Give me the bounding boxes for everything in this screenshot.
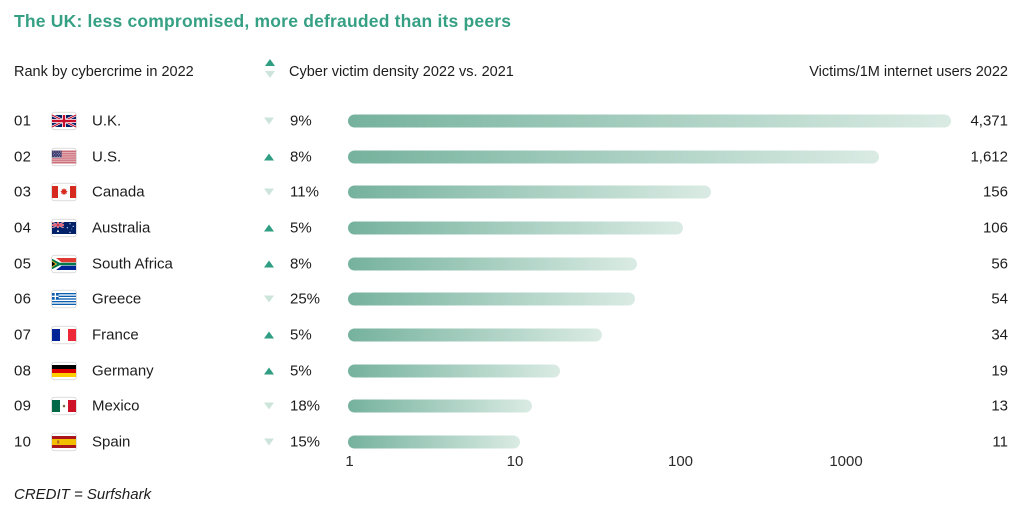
rank-label: 10 [14,433,32,451]
rank-label: 09 [14,397,32,415]
victims-value: 156 [982,183,1008,201]
victims-bar [348,292,635,306]
down-arrow-icon [264,438,274,446]
table-row: 01 U.K. 9% 4,371 [0,103,1024,139]
victims-bar [348,364,560,378]
victims-value: 13 [991,397,1008,415]
axis-tick-label: 100 [667,453,694,470]
country-name: Greece [92,290,142,308]
country-name: Mexico [92,397,140,415]
flag-uk-icon [52,112,76,129]
down-arrow-icon [264,188,274,196]
up-arrow-icon [264,153,274,161]
victims-bar [348,435,521,449]
axis-tick-label: 1 [345,453,354,470]
up-arrow-icon [264,260,274,268]
country-name: Canada [92,183,145,201]
change-percent: 11% [290,183,319,201]
table-row: 10 Spain 15% 11 [0,424,1024,460]
victims-value: 4,371 [970,112,1008,130]
victims-value: 34 [991,326,1008,344]
victims-value: 106 [982,219,1008,237]
rank-label: 03 [14,183,32,201]
victims-value: 54 [991,290,1008,308]
x-axis: 1 10 100 1000 [0,453,1024,473]
flag-ca-icon [52,184,76,201]
table-row: 07 France 5% 34 [0,317,1024,353]
victims-value: 1,612 [970,148,1008,166]
flag-au-icon [52,219,76,236]
up-arrow-icon [264,367,274,375]
country-name: France [92,326,139,344]
axis-tick-label: 10 [506,453,524,470]
down-arrow-icon [264,117,274,125]
axis-tick-label: 1000 [829,453,863,470]
up-arrow-icon [265,59,275,66]
country-name: Spain [92,433,131,451]
change-percent: 18% [290,397,321,415]
table-row: 08 Germany 5% 19 [0,353,1024,389]
table-row: 04 Australia 5% 106 [0,210,1024,246]
credit-text: CREDIT = Surfshark [14,486,152,503]
flag-us-icon [52,148,76,165]
change-percent: 8% [290,148,312,166]
column-header-victims: Victims/1M internet users 2022 [809,64,1008,80]
victims-bar [348,221,684,235]
country-name: Australia [92,219,151,237]
victims-value: 11 [992,433,1008,451]
change-percent: 5% [290,326,312,344]
flag-de-icon [52,362,76,379]
victims-bar [348,399,533,413]
page-title: The UK: less compromised, more defrauded… [14,11,512,31]
country-name: U.K. [92,112,122,130]
change-percent: 25% [290,290,321,308]
flag-za-icon [52,255,76,272]
victims-bar [348,257,638,271]
rank-label: 08 [14,362,32,380]
country-rows: 01 U.K. 9% 4,371 02 U.S. 8% 1,612 03 Can… [0,103,1024,460]
rank-label: 02 [14,148,32,166]
rank-label: 05 [14,255,32,273]
flag-mx-icon [52,398,76,415]
change-percent: 5% [290,219,312,237]
victims-value: 19 [991,362,1008,380]
down-arrow-icon [265,71,275,78]
change-percent: 9% [290,112,312,130]
down-arrow-icon [264,295,274,303]
flag-es-icon [52,434,76,451]
table-row: 02 U.S. 8% 1,612 [0,139,1024,175]
rank-label: 06 [14,290,32,308]
country-name: South Africa [92,255,173,273]
victims-bar [348,150,879,164]
change-percent: 5% [290,362,312,380]
up-arrow-icon [264,331,274,339]
table-row: 03 Canada 11% 156 [0,174,1024,210]
change-percent: 15% [290,433,321,451]
country-name: Germany [92,362,154,380]
victims-value: 56 [991,255,1008,273]
change-percent: 8% [290,255,312,273]
victims-bar [348,185,711,199]
victims-bar [348,328,602,342]
victims-bar [348,114,951,128]
table-row: 05 South Africa 8% 56 [0,246,1024,282]
country-name: U.S. [92,148,122,166]
rank-label: 01 [14,112,32,130]
up-arrow-icon [264,224,274,232]
column-header-rank: Rank by cybercrime in 2022 [14,64,194,80]
flag-fr-icon [52,326,76,343]
flag-gr-icon [52,291,76,308]
column-header-density: Cyber victim density 2022 vs. 2021 [289,64,514,80]
down-arrow-icon [264,402,274,410]
rank-label: 04 [14,219,32,237]
table-row: 09 Mexico 18% 13 [0,389,1024,425]
rank-label: 07 [14,326,32,344]
table-row: 06 Greece 25% 54 [0,281,1024,317]
